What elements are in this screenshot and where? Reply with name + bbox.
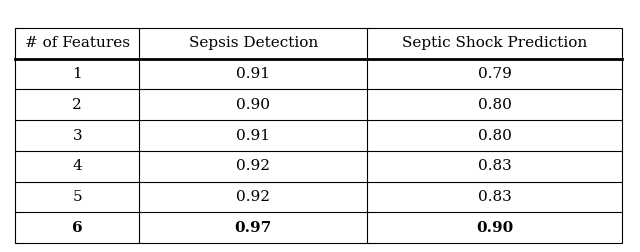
Text: 0.83: 0.83 bbox=[477, 190, 511, 204]
Text: 0.79: 0.79 bbox=[477, 67, 511, 81]
Text: 3: 3 bbox=[72, 129, 82, 142]
Text: Sepsis Detection: Sepsis Detection bbox=[189, 36, 318, 50]
Text: 0.80: 0.80 bbox=[477, 98, 511, 112]
Bar bbox=[15, 28, 622, 243]
Text: 6: 6 bbox=[72, 221, 83, 235]
Text: Septic Shock Prediction: Septic Shock Prediction bbox=[402, 36, 587, 50]
Text: 4: 4 bbox=[72, 159, 82, 173]
Text: 0.97: 0.97 bbox=[235, 221, 272, 235]
Text: 0.90: 0.90 bbox=[476, 221, 513, 235]
Text: 0.83: 0.83 bbox=[477, 159, 511, 173]
Text: 0.92: 0.92 bbox=[236, 159, 270, 173]
Text: 0.92: 0.92 bbox=[236, 190, 270, 204]
Text: 0.91: 0.91 bbox=[236, 129, 270, 142]
Text: # of Features: # of Features bbox=[25, 36, 130, 50]
Text: 0.90: 0.90 bbox=[236, 98, 270, 112]
Text: 0.91: 0.91 bbox=[236, 67, 270, 81]
Text: 5: 5 bbox=[72, 190, 82, 204]
Text: 1: 1 bbox=[72, 67, 82, 81]
Text: 0.80: 0.80 bbox=[477, 129, 511, 142]
Text: 2: 2 bbox=[72, 98, 82, 112]
